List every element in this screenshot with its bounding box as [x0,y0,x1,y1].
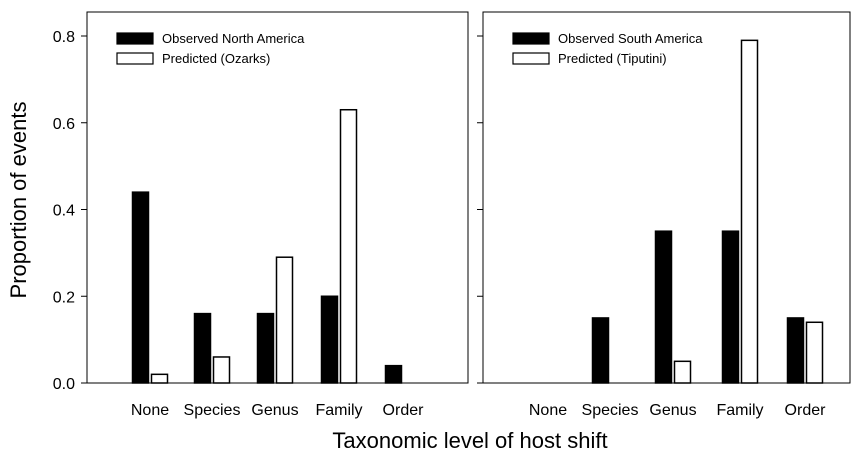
bar-order-series-2 [805,321,824,384]
legend-swatch-1 [512,32,550,45]
y-tick-label: 0.8 [53,29,75,46]
bar-none-series-1 [131,191,150,384]
y-tick-label: 0.2 [53,289,75,306]
x-tick-label: None [131,402,169,419]
bar-genus-series-2 [673,360,692,384]
x-tick-label: Species [582,402,639,419]
chart-panel-2: None Species Genus Family Order Observed Sout… [477,11,851,419]
y-tick-label: 0.4 [53,203,75,220]
bar-family-series-1 [320,295,339,384]
bar-species-series-1 [591,317,610,384]
x-tick-label: Genus [251,402,298,419]
legend-label-2: Predicted (Tiputini) [558,51,667,66]
x-tick-label: None [529,402,567,419]
x-tick-label: Family [315,402,362,419]
x-tick-label: Order [383,402,425,419]
bar-genus-series-2 [275,256,294,384]
bar-none-series-2 [150,373,169,384]
x-tick-label: Genus [649,402,696,419]
bar-family-series-2 [339,108,358,384]
x-axis-title: Taxonomic level of host shift [332,428,607,453]
legend-label-1: Observed South America [558,31,703,46]
x-tick-label: Family [716,402,763,419]
bar-order-series-1 [384,364,403,384]
x-tick-label: Species [184,402,241,419]
legend-swatch-2 [116,52,154,65]
bar-family-series-2 [740,39,759,384]
y-tick-label: 0.6 [53,116,75,133]
legend-label-1: Observed North America [162,31,305,46]
legend-swatch-2 [512,52,550,65]
bar-genus-series-1 [654,230,673,384]
chart-panels: 0.0 0.2 0.4 0.6 0.8 None Species Genus Family Ord… [53,11,851,419]
bar-species-series-1 [193,312,212,384]
legend-label-2: Predicted (Ozarks) [162,51,270,66]
y-tick-label: 0.0 [53,376,75,393]
y-axis-title: Proportion of events [6,102,31,299]
x-tick-label: Order [785,402,827,419]
bar-order-series-1 [786,317,805,384]
bar-genus-series-1 [256,312,275,384]
chart-panel-1: 0.0 0.2 0.4 0.6 0.8 None Species Genus Family Ord… [53,11,469,419]
bar-species-series-2 [212,356,231,384]
legend-swatch-1 [116,32,154,45]
bar-family-series-1 [721,230,740,384]
